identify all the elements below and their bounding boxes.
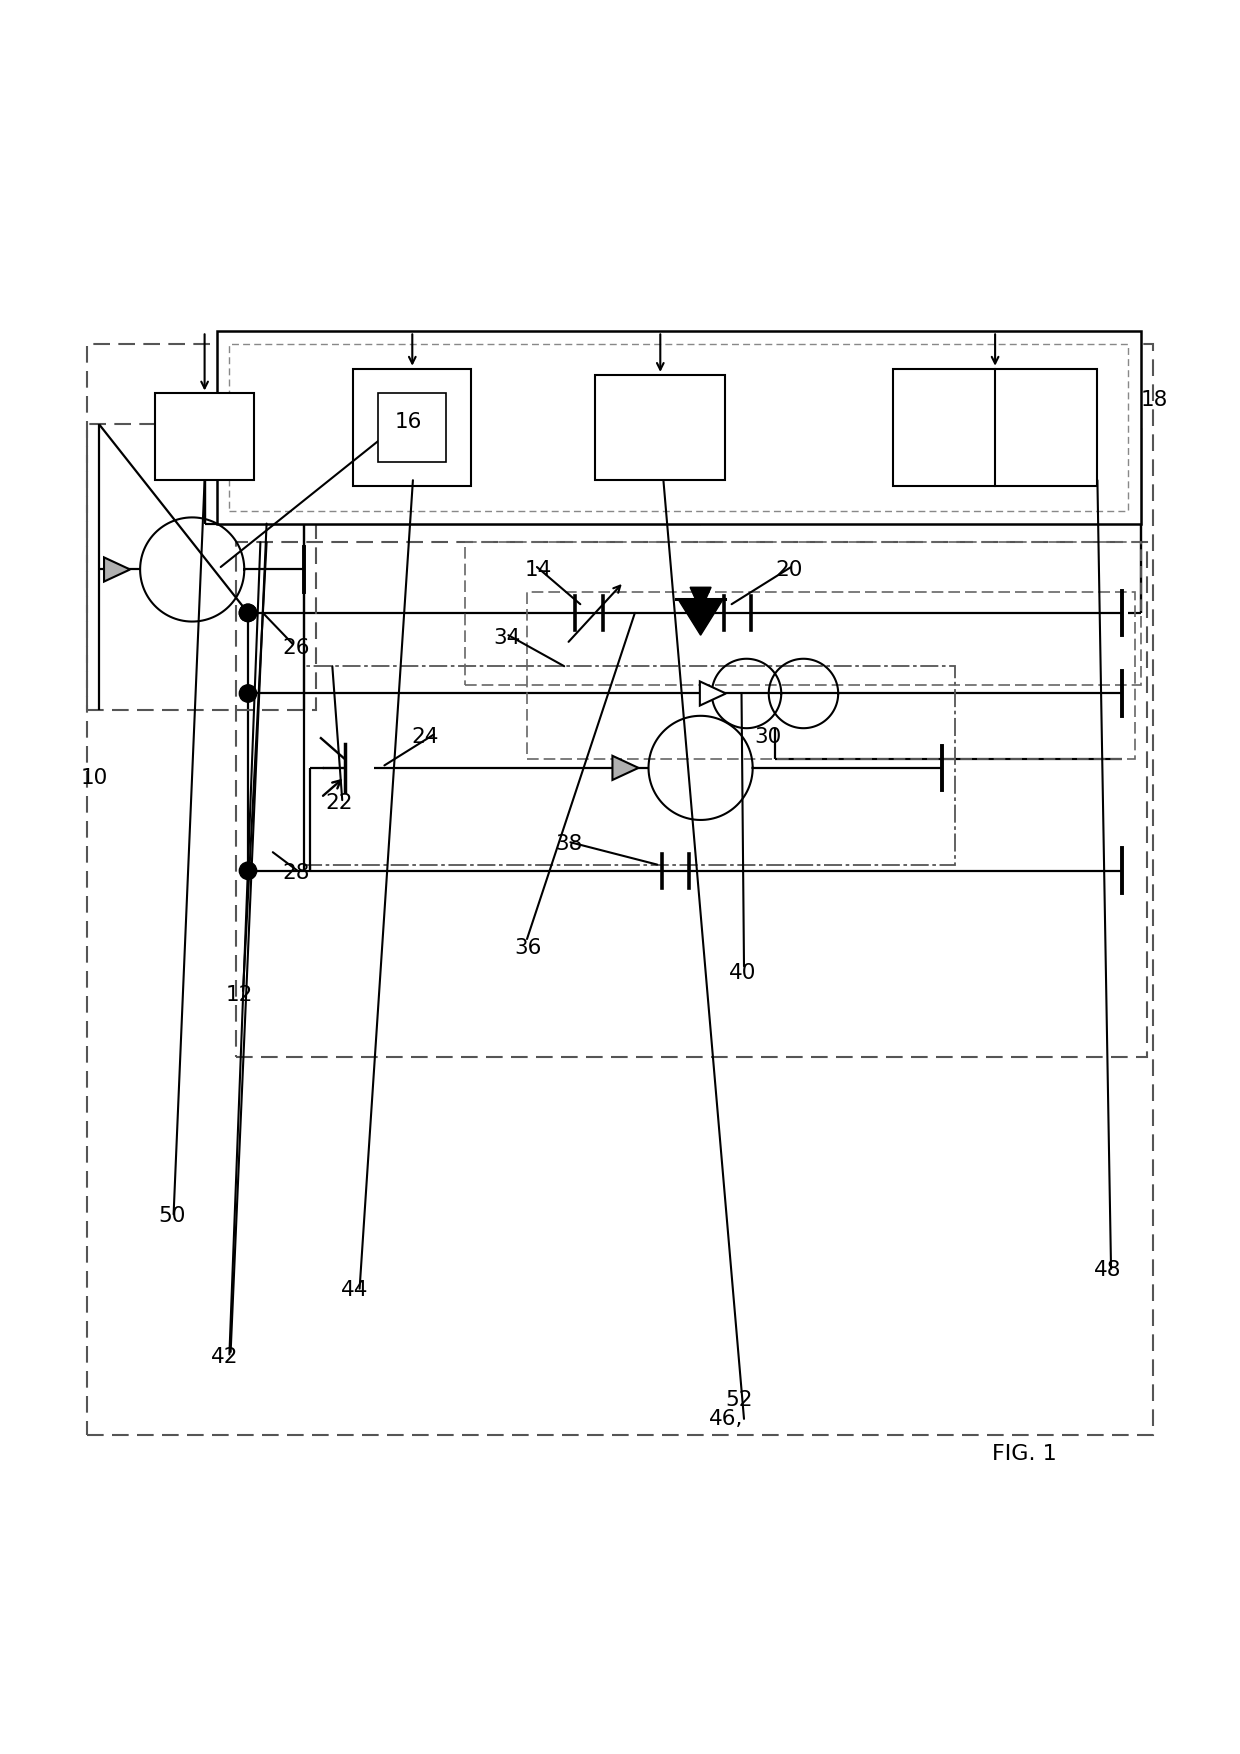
Text: 12: 12	[226, 986, 253, 1005]
Text: 44: 44	[341, 1280, 368, 1300]
Text: 40: 40	[729, 963, 756, 982]
Bar	[87, 344, 1153, 1435]
Circle shape	[239, 863, 257, 879]
Bar	[217, 332, 1141, 524]
Text: 34: 34	[494, 628, 521, 647]
Text: 16: 16	[394, 412, 422, 431]
Bar	[378, 393, 446, 461]
Bar	[229, 344, 1128, 510]
Text: 36: 36	[515, 938, 542, 958]
Text: 52: 52	[725, 1391, 753, 1410]
Bar	[893, 368, 1097, 486]
Text: 22: 22	[325, 793, 352, 812]
Bar	[304, 667, 955, 865]
Bar	[595, 375, 725, 481]
Text: 42: 42	[211, 1347, 238, 1366]
Polygon shape	[691, 588, 711, 610]
Polygon shape	[104, 558, 130, 582]
Text: 24: 24	[412, 728, 439, 747]
Polygon shape	[699, 681, 725, 705]
Circle shape	[239, 684, 257, 702]
Text: 10: 10	[81, 768, 108, 788]
Text: 20: 20	[775, 560, 802, 579]
Text: 48: 48	[1094, 1261, 1121, 1280]
Circle shape	[239, 603, 257, 621]
Polygon shape	[678, 600, 723, 635]
Circle shape	[239, 603, 257, 621]
Text: 46,: 46,	[709, 1408, 744, 1430]
Polygon shape	[613, 756, 639, 781]
Text: 18: 18	[1141, 389, 1168, 410]
Text: 38: 38	[556, 833, 583, 854]
Bar	[465, 542, 1141, 684]
Text: 14: 14	[525, 560, 552, 579]
Text: 30: 30	[754, 728, 781, 747]
Circle shape	[692, 603, 709, 621]
Text: 50: 50	[159, 1205, 186, 1226]
Bar	[236, 542, 1147, 1058]
Text: FIG. 1: FIG. 1	[992, 1444, 1056, 1465]
Text: 28: 28	[283, 863, 310, 884]
Bar	[527, 591, 1135, 759]
Bar	[155, 393, 254, 481]
Bar	[353, 368, 471, 486]
Text: 26: 26	[283, 638, 310, 658]
Bar	[87, 424, 316, 710]
